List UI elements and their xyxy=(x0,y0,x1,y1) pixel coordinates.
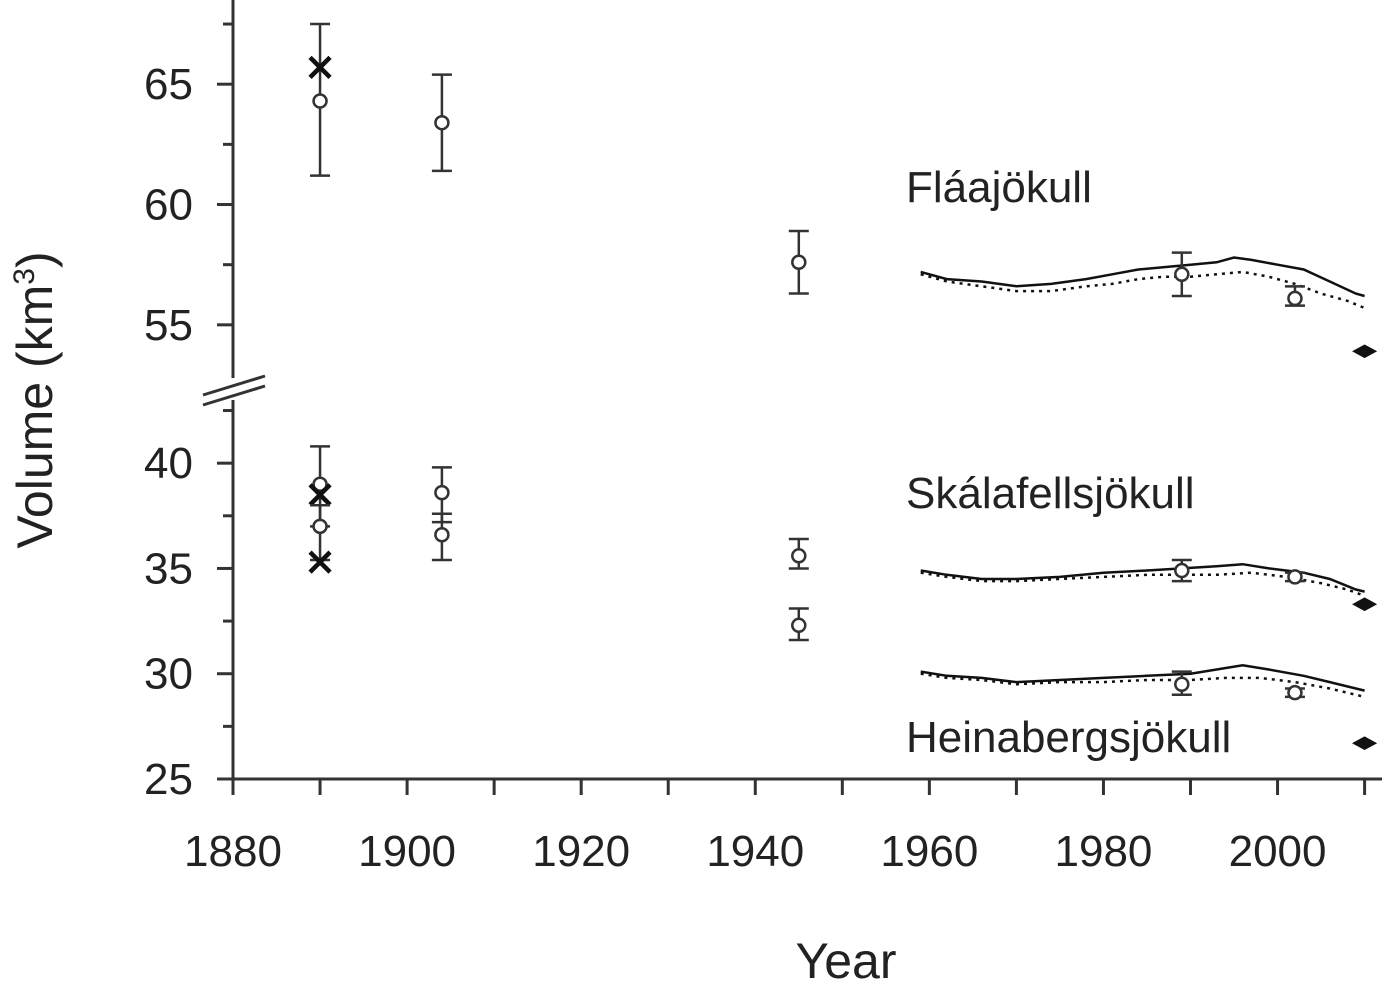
label-skalafellsjokull: Skálafellsjökull xyxy=(906,469,1195,518)
obs-point-circle xyxy=(1287,684,1303,701)
obs-point-cross xyxy=(308,55,332,79)
obs-point-cross xyxy=(308,483,332,507)
obs-point-circle xyxy=(1174,562,1190,579)
chart-marks xyxy=(308,22,1378,751)
model-line-solid-2 xyxy=(920,664,1365,692)
obs-point-diamond xyxy=(1352,344,1378,359)
label-flaajokull: Fláajökull xyxy=(906,163,1092,212)
y-axis-title: Volume (km3) xyxy=(7,251,63,548)
y-axis-title-main: Volume (km xyxy=(7,285,63,549)
y-tick-label: 55 xyxy=(144,301,193,350)
obs-point-cross xyxy=(308,550,332,574)
model-line-dotted-2 xyxy=(920,672,1365,699)
x-tick-label: 2000 xyxy=(1229,827,1327,876)
obs-point-circle xyxy=(312,93,328,109)
y-tick-label: 30 xyxy=(144,650,193,699)
y-axis-title-superscript: 3 xyxy=(8,268,41,285)
y-tick-label: 40 xyxy=(144,439,193,488)
y-tick-label: 60 xyxy=(144,181,193,230)
model-line-solid-0 xyxy=(920,256,1365,298)
obs-point-circle xyxy=(312,476,328,492)
obs-point-circle xyxy=(791,254,807,271)
obs-point-circle xyxy=(434,527,450,543)
axis-break-mark xyxy=(202,374,266,397)
label-heinabergsjokull: Heinabergsjökull xyxy=(906,713,1231,762)
obs-point-circle xyxy=(1287,569,1303,585)
obs-point-diamond xyxy=(1352,736,1378,751)
x-tick-label: 1900 xyxy=(358,827,456,876)
axis-break-mark xyxy=(202,384,266,407)
x-tick-label: 1920 xyxy=(532,827,630,876)
obs-point-diamond xyxy=(1352,597,1378,612)
axis-break-gap xyxy=(203,378,263,400)
y-tick-label: 65 xyxy=(144,60,193,109)
obs-point-circle xyxy=(1174,676,1190,692)
obs-point-circle xyxy=(1287,290,1303,307)
x-tick-label: 1960 xyxy=(880,827,978,876)
y-tick-label: 35 xyxy=(144,544,193,593)
axes: 1880 1900 1920 1940 1960 1980 2000 55 60 65 25 30 35… xyxy=(144,0,1382,876)
x-axis-title: Year xyxy=(795,933,896,987)
y-tick-label: 25 xyxy=(144,755,193,804)
x-tick-label: 1980 xyxy=(1055,827,1153,876)
obs-point-circle xyxy=(1174,266,1190,283)
x-tick-label: 1880 xyxy=(184,827,282,876)
obs-point-circle xyxy=(791,548,807,564)
obs-point-circle xyxy=(434,114,450,131)
obs-point-circle xyxy=(434,484,450,501)
obs-point-circle xyxy=(791,617,807,634)
obs-point-circle xyxy=(312,518,328,535)
y-axis-title-close: ) xyxy=(7,251,63,268)
x-tick-label: 1940 xyxy=(706,827,804,876)
